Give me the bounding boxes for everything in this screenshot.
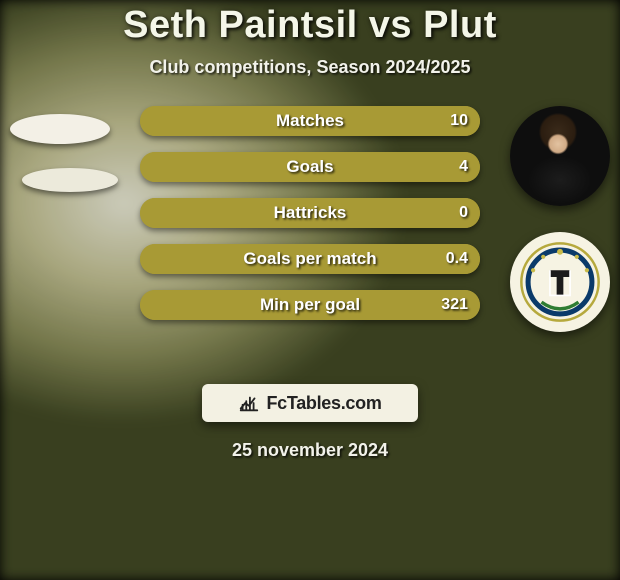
stat-row: Min per goal321 [140,290,480,320]
left-player-column [10,106,110,336]
left-player-avatar-placeholder [10,114,110,144]
snapshot-date: 25 november 2024 [0,440,620,461]
stat-label: Min per goal [140,290,480,320]
stat-label: Matches [140,106,480,136]
stat-value-right: 0 [459,198,468,228]
stat-row: Hattricks0 [140,198,480,228]
right-player-avatar [510,106,610,206]
stats-area: Matches10 Goals4 Hattricks0 Goals per match… [0,106,620,366]
stat-value-right: 10 [450,106,468,136]
stat-label: Goals per match [140,244,480,274]
stat-label: Goals [140,152,480,182]
right-player-club-badge [510,232,610,332]
stat-row: Goals per match0.4 [140,244,480,274]
page-subtitle: Club competitions, Season 2024/2025 [0,57,620,78]
stat-row: Matches10 [140,106,480,136]
stat-value-right: 0.4 [446,244,468,274]
stat-row: Goals4 [140,152,480,182]
club-crest-icon [518,240,602,324]
fctables-logo: FcTables.com [202,384,418,422]
comparison-bars: Matches10 Goals4 Hattricks0 Goals per match… [140,106,480,336]
bar-chart-icon [238,392,260,414]
stat-value-right: 4 [459,152,468,182]
fctables-logo-text: FcTables.com [266,393,381,414]
stat-label: Hattricks [140,198,480,228]
page-title: Seth Paintsil vs Plut [0,4,620,47]
right-player-column [500,106,610,366]
left-player-club-placeholder [22,168,118,192]
stat-value-right: 321 [441,290,468,320]
